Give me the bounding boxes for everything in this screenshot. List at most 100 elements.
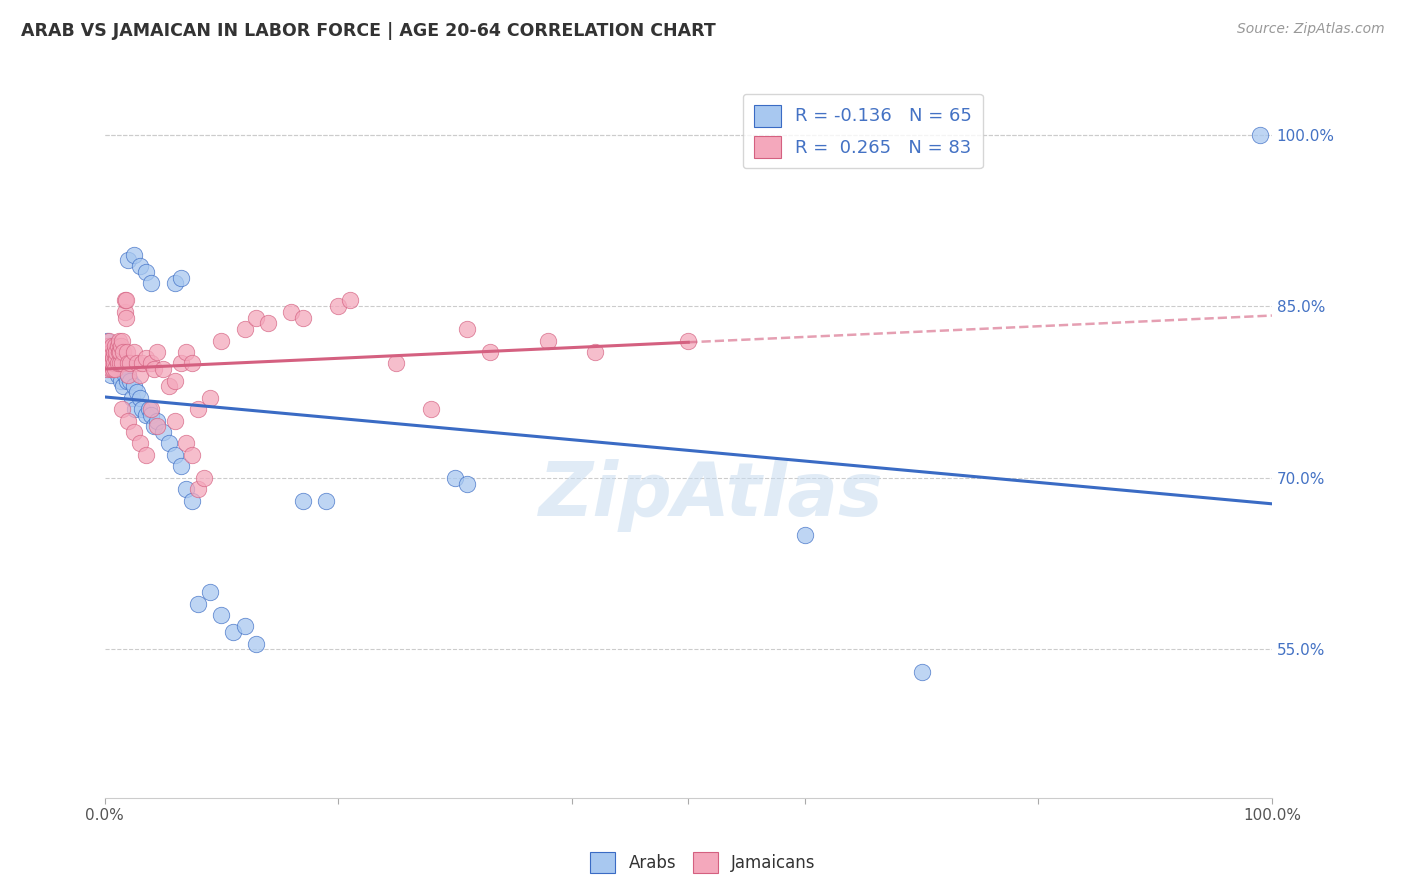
Point [120,356,142,370]
Point [111,334,134,348]
Point [146,414,169,428]
Point [128,368,150,382]
Point [1249,128,1271,142]
Point [142,362,165,376]
Point [169,459,191,474]
Point [478,345,501,359]
Point [193,471,215,485]
Point [163,374,186,388]
Point [245,310,267,325]
Point [339,293,361,308]
Text: ARAB VS JAMAICAN IN LABOR FORCE | AGE 20-64 CORRELATION CHART: ARAB VS JAMAICAN IN LABOR FORCE | AGE 20… [21,22,716,40]
Point [131,356,153,370]
Point [911,665,934,680]
Point [117,368,139,382]
Point [233,322,256,336]
Point [141,277,163,291]
Point [127,384,149,399]
Point [100,345,122,359]
Point [292,493,315,508]
Point [114,368,136,382]
Point [100,345,122,359]
Point [122,345,145,359]
Point [101,339,124,353]
Point [181,448,204,462]
Point [114,293,136,308]
Point [122,425,145,439]
Point [456,322,478,336]
Point [187,402,209,417]
Point [135,351,157,365]
Point [169,356,191,370]
Point [181,493,204,508]
Point [135,448,157,462]
Point [141,408,163,422]
Point [114,310,136,325]
Point [142,419,165,434]
Point [169,270,191,285]
Point [280,305,302,319]
Point [103,356,125,370]
Point [176,482,198,496]
Point [456,476,478,491]
Point [257,317,280,331]
Point [97,345,120,359]
Point [103,351,125,365]
Point [114,305,136,319]
Point [163,414,186,428]
Point [117,253,139,268]
Point [157,379,180,393]
Point [163,448,186,462]
Point [101,362,124,376]
Point [105,351,128,365]
Point [128,391,150,405]
Point [112,379,135,393]
Point [107,334,129,348]
Point [326,299,349,313]
Point [97,362,120,376]
Y-axis label: In Labor Force | Age 20-64: In Labor Force | Age 20-64 [0,328,8,548]
Point [100,339,122,353]
Point [98,334,121,348]
Point [198,585,221,599]
Point [108,345,131,359]
Point [105,345,128,359]
Point [100,351,122,365]
Point [121,391,143,405]
Point [97,351,120,365]
Point [107,345,129,359]
Point [181,356,204,370]
Point [103,345,125,359]
Point [100,368,122,382]
Point [105,356,128,370]
Point [420,402,443,417]
Point [187,482,209,496]
Point [94,356,117,370]
Point [110,339,132,353]
Point [128,436,150,450]
Point [209,334,232,348]
Point [678,334,700,348]
Point [111,362,134,376]
Point [233,619,256,633]
Point [100,356,122,370]
Point [315,493,337,508]
Point [98,339,121,353]
Point [108,356,131,370]
Point [111,356,134,370]
Point [114,356,136,370]
Point [138,402,160,417]
Point [385,356,408,370]
Point [176,436,198,450]
Point [100,356,122,370]
Point [146,419,169,434]
Point [107,356,129,370]
Point [98,356,121,370]
Point [110,374,132,388]
Point [222,625,245,640]
Point [176,345,198,359]
Point [94,345,117,359]
Point [120,374,142,388]
Point [152,425,174,439]
Point [141,356,163,370]
